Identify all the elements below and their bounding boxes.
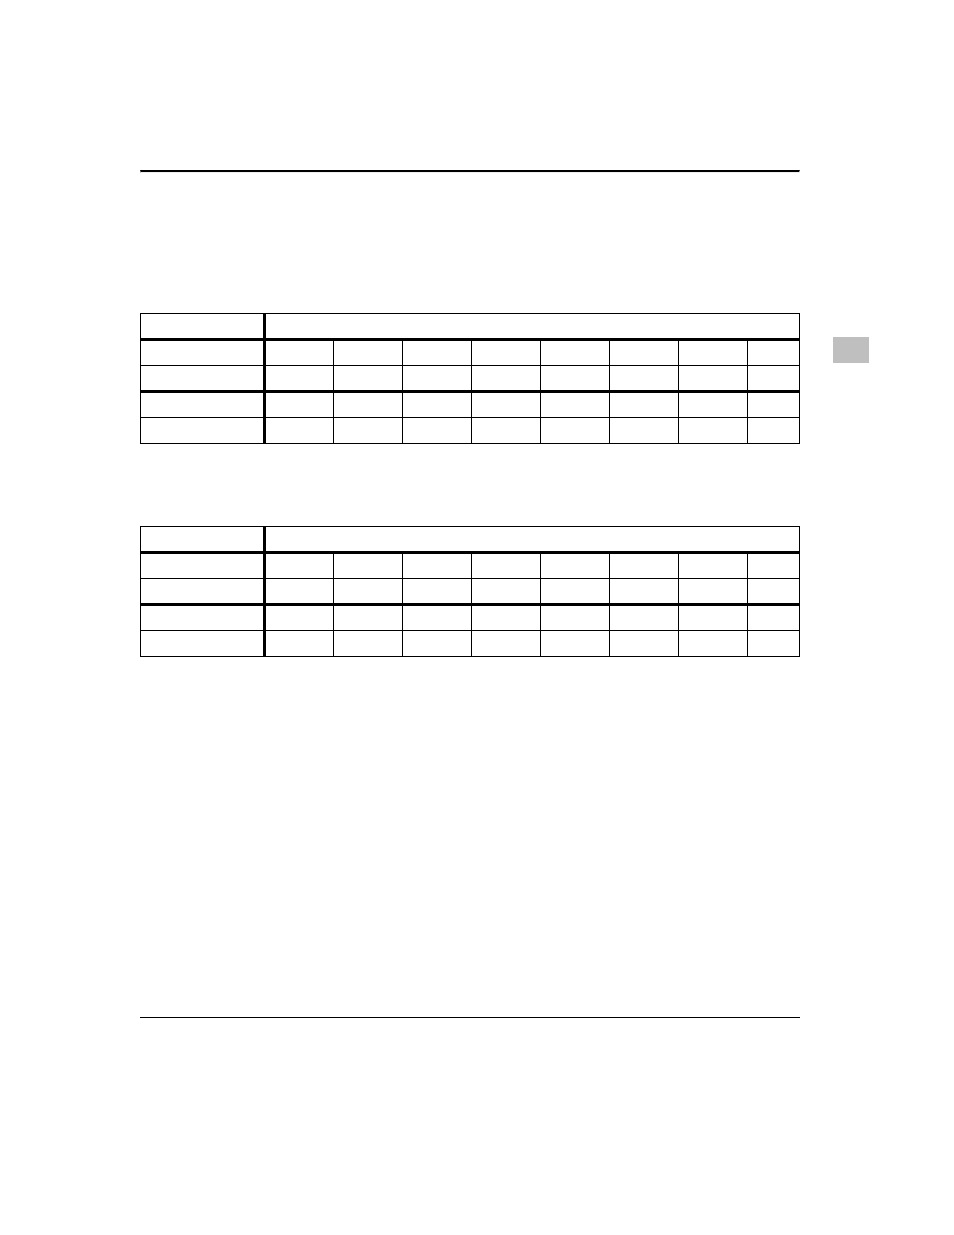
table-cell [402, 579, 471, 605]
table-cell [679, 605, 748, 631]
table-1-r2-stub [141, 392, 265, 418]
table-cell [264, 553, 333, 579]
table-2-r3-stub [141, 631, 265, 657]
table-cell [610, 631, 679, 657]
table-cell [333, 553, 402, 579]
table-cell [679, 553, 748, 579]
table-row [141, 366, 800, 392]
table-2-r0-stub [141, 553, 265, 579]
table-cell [264, 605, 333, 631]
table-cell [541, 579, 610, 605]
table-cell [679, 366, 748, 392]
table-cell [541, 366, 610, 392]
table-cell [402, 631, 471, 657]
table-cell [541, 418, 610, 444]
table-cell [679, 579, 748, 605]
table-cell [748, 340, 800, 366]
table-cell [748, 392, 800, 418]
table-1-span-header [264, 314, 799, 340]
table-cell [679, 631, 748, 657]
table-row [141, 527, 800, 553]
table-row [141, 392, 800, 418]
table-cell [541, 605, 610, 631]
table-cell [472, 366, 541, 392]
table-cell [748, 631, 800, 657]
table-cell [472, 605, 541, 631]
table-cell [610, 418, 679, 444]
table-cell [748, 579, 800, 605]
table-cell [472, 340, 541, 366]
spacer [140, 173, 800, 263]
table-1-r0-stub [141, 340, 265, 366]
table-cell [541, 392, 610, 418]
table-cell [541, 631, 610, 657]
bottom-horizontal-rule [140, 1017, 800, 1018]
table-cell [679, 392, 748, 418]
table-cell [402, 366, 471, 392]
table-row [141, 605, 800, 631]
table-2-block [140, 504, 800, 657]
table-2-stub-header [141, 527, 265, 553]
table-cell [402, 340, 471, 366]
table-cell [472, 579, 541, 605]
table-1-caption [140, 291, 800, 305]
table-cell [679, 340, 748, 366]
table-cell [541, 553, 610, 579]
table-cell [748, 605, 800, 631]
document-page [0, 0, 954, 1235]
table-cell [748, 366, 800, 392]
table-cell [610, 579, 679, 605]
table-1-block [140, 291, 800, 444]
table-cell [610, 340, 679, 366]
table-1 [140, 313, 800, 444]
table-2-span-header [264, 527, 799, 553]
table-cell [748, 418, 800, 444]
table-cell [333, 605, 402, 631]
table-2 [140, 526, 800, 657]
table-cell [402, 418, 471, 444]
table-cell [264, 631, 333, 657]
table-cell [472, 553, 541, 579]
table-cell [333, 418, 402, 444]
table-1-r3-stub [141, 418, 265, 444]
table-cell [541, 340, 610, 366]
table-cell [402, 605, 471, 631]
table-row [141, 579, 800, 605]
side-section-tab [833, 337, 869, 363]
table-row [141, 418, 800, 444]
table-cell [264, 366, 333, 392]
table-cell [748, 553, 800, 579]
table-cell [264, 392, 333, 418]
table-2-caption [140, 504, 800, 518]
table-row [141, 553, 800, 579]
table-cell [610, 605, 679, 631]
table-cell [679, 418, 748, 444]
table-cell [402, 553, 471, 579]
table-cell [472, 631, 541, 657]
table-cell [472, 392, 541, 418]
table-cell [333, 366, 402, 392]
content-area [140, 170, 800, 657]
table-row [141, 631, 800, 657]
table-1-r1-stub [141, 366, 265, 392]
table-2-r1-stub [141, 579, 265, 605]
table-cell [333, 340, 402, 366]
table-2-r2-stub [141, 605, 265, 631]
table-cell [402, 392, 471, 418]
table-row [141, 340, 800, 366]
table-cell [333, 631, 402, 657]
table-cell [610, 553, 679, 579]
table-cell [264, 579, 333, 605]
table-cell [333, 392, 402, 418]
table-cell [472, 418, 541, 444]
table-row [141, 314, 800, 340]
table-cell [610, 392, 679, 418]
table-cell [610, 366, 679, 392]
table-cell [333, 579, 402, 605]
table-cell [264, 340, 333, 366]
table-cell [264, 418, 333, 444]
table-1-stub-header [141, 314, 265, 340]
